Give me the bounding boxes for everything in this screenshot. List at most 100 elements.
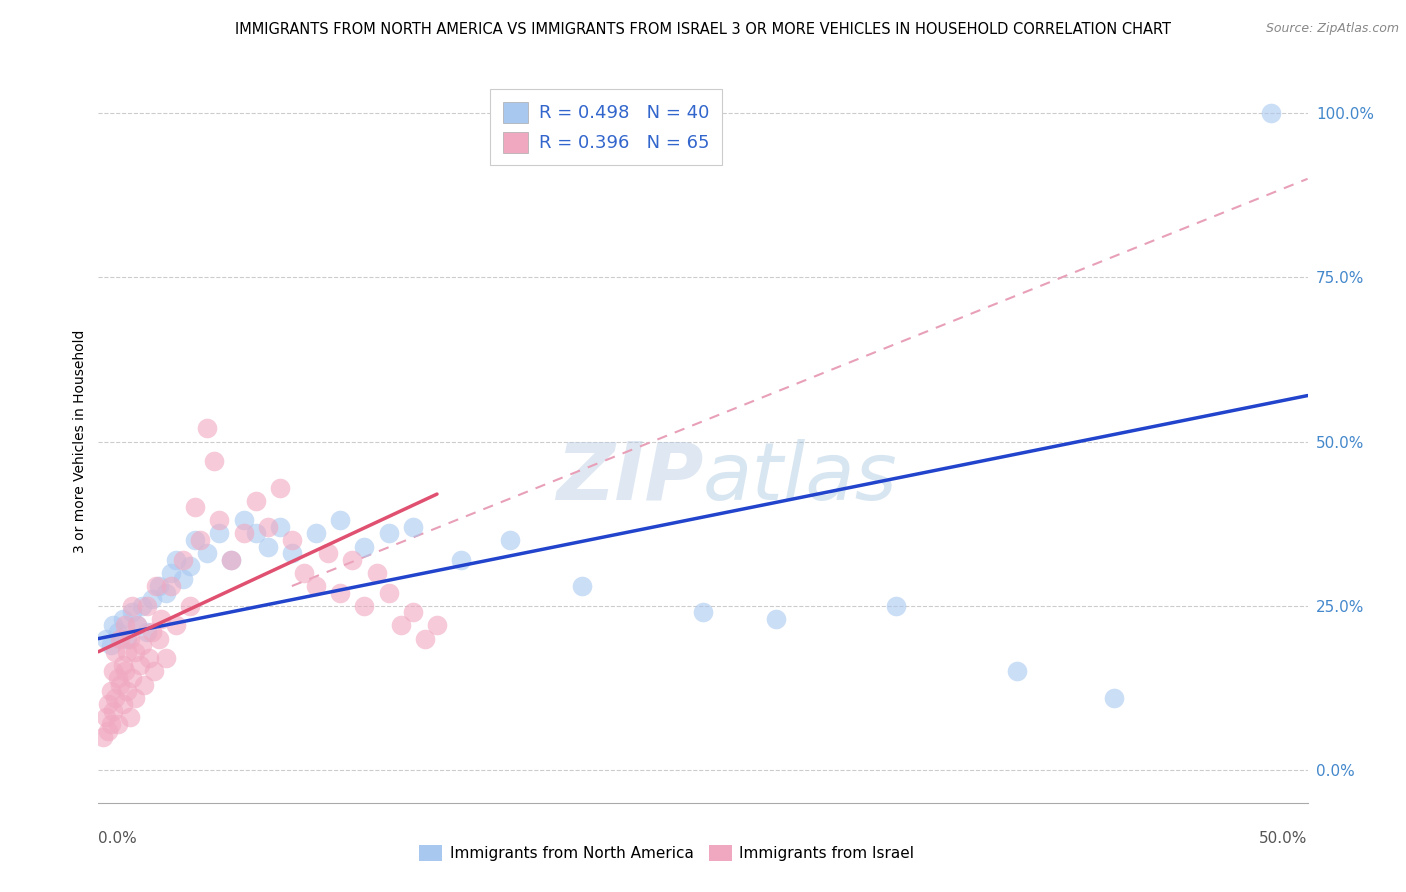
Point	[141, 625, 163, 640]
Point	[124, 645, 146, 659]
Text: ZIP: ZIP	[555, 439, 703, 516]
Point	[138, 651, 160, 665]
Point	[100, 684, 122, 698]
Point	[135, 599, 157, 613]
Point	[377, 526, 399, 541]
Point	[131, 599, 153, 613]
Point	[305, 579, 328, 593]
Point	[172, 573, 194, 587]
Point	[97, 698, 120, 712]
Point	[329, 585, 352, 599]
Point	[117, 645, 139, 659]
Point	[402, 605, 425, 619]
Point	[114, 618, 136, 632]
Point	[165, 618, 187, 632]
Point	[121, 599, 143, 613]
Point	[426, 618, 449, 632]
Point	[121, 671, 143, 685]
Point	[195, 546, 218, 560]
Point	[101, 704, 124, 718]
Point	[1102, 690, 1125, 705]
Point	[450, 553, 472, 567]
Point	[377, 585, 399, 599]
Point	[131, 638, 153, 652]
Point	[155, 651, 177, 665]
Point	[100, 717, 122, 731]
Point	[127, 618, 149, 632]
Point	[101, 618, 124, 632]
Point	[256, 540, 278, 554]
Text: 0.0%: 0.0%	[98, 831, 138, 846]
Point	[1260, 106, 1282, 120]
Point	[1007, 665, 1029, 679]
Point	[765, 612, 787, 626]
Point	[292, 566, 315, 580]
Point	[208, 513, 231, 527]
Point	[366, 566, 388, 580]
Point	[117, 632, 139, 646]
Point	[281, 533, 304, 547]
Point	[118, 710, 141, 724]
Point	[269, 481, 291, 495]
Point	[692, 605, 714, 619]
Point	[353, 599, 375, 613]
Point	[571, 579, 593, 593]
Point	[245, 493, 267, 508]
Point	[143, 665, 166, 679]
Point	[221, 553, 243, 567]
Point	[141, 592, 163, 607]
Point	[145, 579, 167, 593]
Text: Source: ZipAtlas.com: Source: ZipAtlas.com	[1265, 22, 1399, 36]
Text: IMMIGRANTS FROM NORTH AMERICA VS IMMIGRANTS FROM ISRAEL 3 OR MORE VEHICLES IN HO: IMMIGRANTS FROM NORTH AMERICA VS IMMIGRA…	[235, 22, 1171, 37]
Point	[111, 657, 134, 672]
Point	[104, 690, 127, 705]
Point	[160, 579, 183, 593]
Point	[107, 717, 129, 731]
Point	[100, 638, 122, 652]
Point	[127, 618, 149, 632]
Point	[232, 513, 254, 527]
Point	[353, 540, 375, 554]
Point	[134, 677, 156, 691]
Point	[221, 553, 243, 567]
Point	[195, 421, 218, 435]
Point	[150, 612, 173, 626]
Point	[179, 559, 201, 574]
Point	[94, 632, 117, 646]
Point	[184, 500, 207, 515]
Point	[135, 625, 157, 640]
Point	[172, 553, 194, 567]
Point	[188, 533, 211, 547]
Point	[104, 645, 127, 659]
Point	[232, 526, 254, 541]
Point	[148, 632, 170, 646]
Point	[208, 526, 231, 541]
Point	[256, 520, 278, 534]
Point	[498, 533, 520, 547]
Point	[114, 665, 136, 679]
Point	[269, 520, 291, 534]
Point	[121, 605, 143, 619]
Point	[886, 599, 908, 613]
Point	[316, 546, 339, 560]
Point	[124, 690, 146, 705]
Point	[128, 657, 150, 672]
Point	[148, 579, 170, 593]
Text: 50.0%: 50.0%	[1260, 831, 1308, 846]
Legend: Immigrants from North America, Immigrants from Israel: Immigrants from North America, Immigrant…	[413, 839, 921, 867]
Point	[389, 618, 412, 632]
Point	[245, 526, 267, 541]
Point	[107, 625, 129, 640]
Point	[281, 546, 304, 560]
Point	[305, 526, 328, 541]
Point	[111, 698, 134, 712]
Point	[117, 684, 139, 698]
Point	[179, 599, 201, 613]
Point	[108, 632, 131, 646]
Point	[184, 533, 207, 547]
Point	[94, 710, 117, 724]
Point	[108, 677, 131, 691]
Point	[111, 612, 134, 626]
Point	[160, 566, 183, 580]
Text: atlas: atlas	[703, 439, 898, 516]
